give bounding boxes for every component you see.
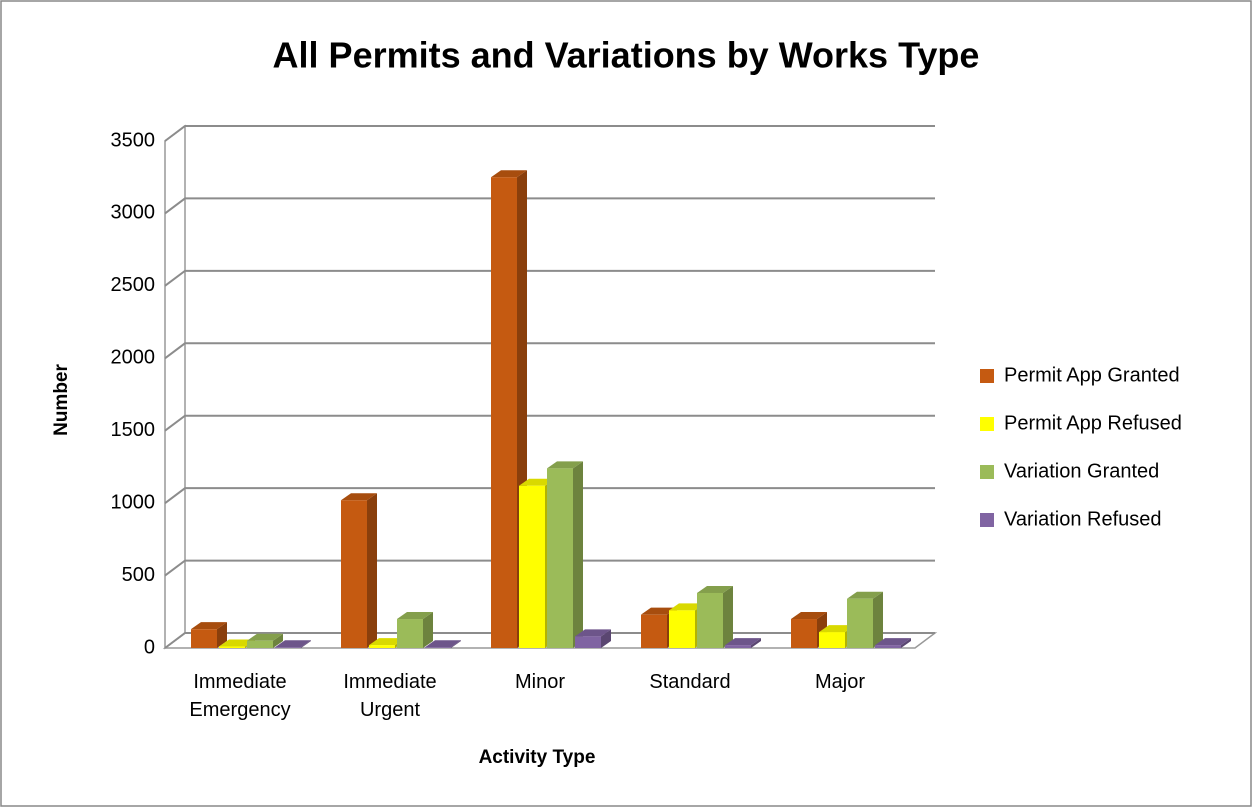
- grid-line: [164, 197, 935, 215]
- bar-top: [425, 640, 461, 648]
- bar: [191, 629, 217, 648]
- grid-line: [164, 342, 935, 360]
- y-tick-label: 2000: [111, 347, 156, 369]
- y-tick-label: 2500: [111, 274, 156, 296]
- bar-top: [669, 603, 705, 611]
- bar: [341, 500, 367, 648]
- bar-top: [369, 638, 405, 646]
- x-tick-label: Major: [814, 671, 865, 693]
- y-axis-label: Number: [51, 364, 72, 436]
- bar: [547, 468, 573, 648]
- bar: [369, 645, 395, 648]
- bar-top: [491, 170, 527, 178]
- bar-top: [697, 585, 733, 593]
- bar-top: [219, 639, 255, 647]
- bar: [669, 610, 695, 648]
- bar: [847, 598, 873, 648]
- bar-top: [341, 493, 377, 501]
- bar: [641, 614, 667, 648]
- bar: [275, 647, 301, 648]
- grid-line: [164, 414, 935, 432]
- y-tick-label: 500: [122, 564, 155, 586]
- bar-side: [451, 640, 461, 648]
- bar: [791, 619, 817, 648]
- bar-side: [601, 629, 611, 648]
- bar: [697, 592, 723, 648]
- y-tick-label: 1000: [111, 491, 156, 513]
- x-tick-label: Minor: [514, 671, 565, 693]
- y-tick-label: 1500: [111, 419, 156, 441]
- bar: [819, 632, 845, 648]
- bar: [875, 645, 901, 648]
- bar-top: [875, 638, 911, 646]
- bar-side: [723, 585, 733, 648]
- bar-top: [641, 607, 677, 615]
- bar-top: [191, 622, 227, 630]
- bar-top: [819, 625, 855, 633]
- y-tick-label: 0: [144, 636, 155, 658]
- bar-top: [275, 640, 311, 648]
- bar: [575, 636, 601, 648]
- y-tick-label: 3000: [111, 202, 156, 224]
- bar: [219, 646, 245, 648]
- bar-top: [397, 612, 433, 620]
- bar-side: [873, 591, 883, 648]
- bar-top: [547, 461, 583, 469]
- bar-side: [367, 493, 377, 648]
- bar: [247, 640, 273, 648]
- grid-line: [164, 559, 935, 577]
- legend-label: Variation Refused: [1004, 508, 1162, 530]
- bar: [519, 485, 545, 648]
- bar: [491, 177, 517, 648]
- x-tick-label: Immediate Urgent: [343, 671, 437, 721]
- bar-side: [301, 640, 311, 648]
- bar-side: [573, 461, 583, 648]
- x-tick-label: Immediate Emergency: [189, 671, 291, 721]
- legend-swatch: [980, 369, 994, 383]
- bar-top: [247, 633, 283, 641]
- bar-top: [791, 612, 827, 620]
- bar-side: [751, 638, 761, 648]
- bar-side: [273, 633, 283, 648]
- chart-title: All Permits and Variations by Works Type: [273, 35, 980, 76]
- x-tick-label: Standard: [649, 671, 731, 693]
- side-wall: [164, 124, 186, 650]
- grid-line: [164, 269, 935, 287]
- bar-top: [519, 478, 555, 486]
- legend-label: Variation Granted: [1004, 460, 1159, 482]
- legend-swatch: [980, 417, 994, 431]
- bar-top: [847, 591, 883, 599]
- bar-side: [901, 638, 911, 648]
- legend-swatch: [980, 465, 994, 479]
- bar-top: [575, 629, 611, 637]
- bar-side: [423, 612, 433, 648]
- bar-top: [725, 638, 761, 646]
- legend-label: Permit App Refused: [1004, 412, 1182, 434]
- grid-line: [164, 125, 935, 142]
- bar: [725, 645, 751, 648]
- legend-label: Permit App Granted: [1004, 364, 1180, 386]
- grid-line: [164, 487, 935, 504]
- x-axis-label: Activity Type: [479, 747, 596, 768]
- bar: [425, 647, 451, 648]
- bar-side: [217, 622, 227, 648]
- legend-swatch: [980, 513, 994, 527]
- y-tick-label: 3500: [111, 129, 156, 151]
- bar: [397, 619, 423, 648]
